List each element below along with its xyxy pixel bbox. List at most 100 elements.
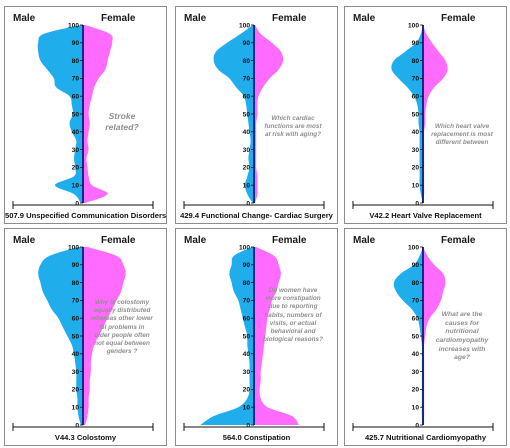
y-tick-label: 0 — [415, 422, 419, 429]
y-tick-label: 80 — [72, 58, 80, 65]
y-tick-label: 40 — [412, 129, 420, 136]
y-tick-label: 60 — [412, 94, 420, 101]
y-tick-label: 30 — [243, 369, 251, 376]
female-label: Female — [101, 13, 136, 24]
y-tick-label: 80 — [243, 58, 251, 65]
y-tick-label: 20 — [412, 387, 420, 394]
y-tick-label: 90 — [412, 40, 420, 47]
y-tick-label: 40 — [243, 351, 251, 358]
y-tick-label: 10 — [243, 183, 251, 190]
y-tick-label: 0 — [246, 422, 250, 429]
y-tick-label: 10 — [72, 183, 80, 190]
y-tick-label: 80 — [243, 280, 251, 287]
chart-panel: Male Female 100 90 80 70 60 50 40 30 20 10 0 Why is c… — [4, 228, 167, 446]
y-tick-label: 10 — [412, 405, 420, 412]
chart-panel: Male Female 100 90 80 70 60 50 40 30 20 10 0 What are… — [344, 228, 507, 446]
y-tick-label: 90 — [243, 262, 251, 269]
chart-title: V42.2 Heart Valve Replacement — [369, 211, 482, 220]
chart-panel: Male Female 100 90 80 70 60 50 40 30 20 10 0 Stroke r… — [4, 6, 167, 224]
y-tick-label: 70 — [72, 298, 80, 305]
male-label: Male — [353, 13, 376, 24]
y-tick-label: 20 — [72, 165, 80, 172]
annotation-text: Which cardiac functions are most at risk… — [264, 115, 322, 139]
chart-title: 507.9 Unspecified Communication Disorder… — [5, 211, 167, 220]
y-tick-label: 40 — [243, 129, 251, 136]
male-distribution — [393, 247, 423, 425]
y-tick-label: 70 — [412, 298, 420, 305]
y-tick-label: 70 — [412, 76, 420, 83]
y-tick-label: 50 — [412, 333, 420, 340]
female-label: Female — [441, 13, 476, 24]
female-label: Female — [101, 235, 136, 246]
male-distribution — [200, 247, 254, 425]
annotation-text: Stroke related? — [105, 111, 139, 132]
y-tick-label: 20 — [243, 387, 251, 394]
y-tick-label: 10 — [243, 405, 251, 412]
male-label: Male — [184, 235, 207, 246]
annotation-text: Do women have more constipation due to r… — [262, 287, 323, 344]
chart-title: V44.3 Colostomy — [54, 433, 117, 442]
male-label: Male — [353, 235, 376, 246]
female-label: Female — [272, 235, 307, 246]
y-tick-label: 40 — [412, 351, 420, 358]
y-tick-label: 0 — [246, 200, 250, 207]
y-tick-label: 50 — [243, 111, 251, 118]
female-distribution — [423, 25, 448, 203]
male-distribution — [213, 25, 254, 203]
y-tick-label: 70 — [243, 298, 251, 305]
y-tick-label: 10 — [72, 405, 80, 412]
female-distribution — [83, 247, 126, 425]
annotation-text: Which heart valve replacement is most di… — [431, 123, 493, 147]
y-tick-label: 20 — [412, 165, 420, 172]
y-tick-label: 70 — [243, 76, 251, 83]
y-tick-label: 60 — [243, 316, 251, 323]
female-distribution — [254, 25, 284, 203]
chart-title: 429.4 Functional Change- Cardiac Surgery — [180, 211, 333, 220]
y-tick-label: 100 — [239, 244, 250, 251]
y-tick-label: 100 — [408, 22, 419, 29]
male-label: Male — [13, 13, 36, 24]
male-distribution — [391, 25, 423, 203]
male-label: Male — [184, 13, 207, 24]
y-tick-label: 100 — [239, 22, 250, 29]
y-tick-label: 60 — [72, 94, 80, 101]
female-distribution — [423, 247, 446, 425]
y-tick-label: 70 — [72, 76, 80, 83]
y-tick-label: 0 — [75, 200, 79, 207]
y-tick-label: 20 — [72, 387, 80, 394]
female-distribution — [83, 25, 113, 203]
y-tick-label: 90 — [72, 40, 80, 47]
female-distribution — [254, 247, 299, 425]
male-distribution — [38, 247, 83, 425]
y-tick-label: 50 — [72, 111, 80, 118]
y-tick-label: 100 — [408, 244, 419, 251]
y-tick-label: 30 — [72, 369, 80, 376]
chart-panel: Male Female 100 90 80 70 60 50 40 30 20 10 0 Do women… — [175, 228, 338, 446]
y-tick-label: 40 — [72, 351, 80, 358]
chart-panel: Male Female 100 90 80 70 60 50 40 30 20 10 0 Which he… — [344, 6, 507, 224]
y-tick-label: 0 — [75, 422, 79, 429]
y-tick-label: 100 — [68, 22, 79, 29]
y-tick-label: 30 — [412, 147, 420, 154]
female-label: Female — [441, 235, 476, 246]
y-tick-label: 80 — [412, 280, 420, 287]
y-tick-label: 10 — [412, 183, 420, 190]
y-tick-label: 60 — [243, 94, 251, 101]
y-tick-label: 90 — [72, 262, 80, 269]
y-tick-label: 60 — [72, 316, 80, 323]
y-tick-label: 60 — [412, 316, 420, 323]
chart-title: 425.7 Nutritional Cardiomyopathy — [364, 433, 487, 442]
male-distribution — [37, 25, 83, 203]
chart-panel: Male Female 100 90 80 70 60 50 40 30 20 10 0 Which ca… — [175, 6, 338, 224]
y-tick-label: 90 — [243, 40, 251, 47]
y-tick-label: 30 — [72, 147, 80, 154]
y-tick-label: 80 — [412, 58, 420, 65]
y-tick-label: 100 — [68, 244, 79, 251]
